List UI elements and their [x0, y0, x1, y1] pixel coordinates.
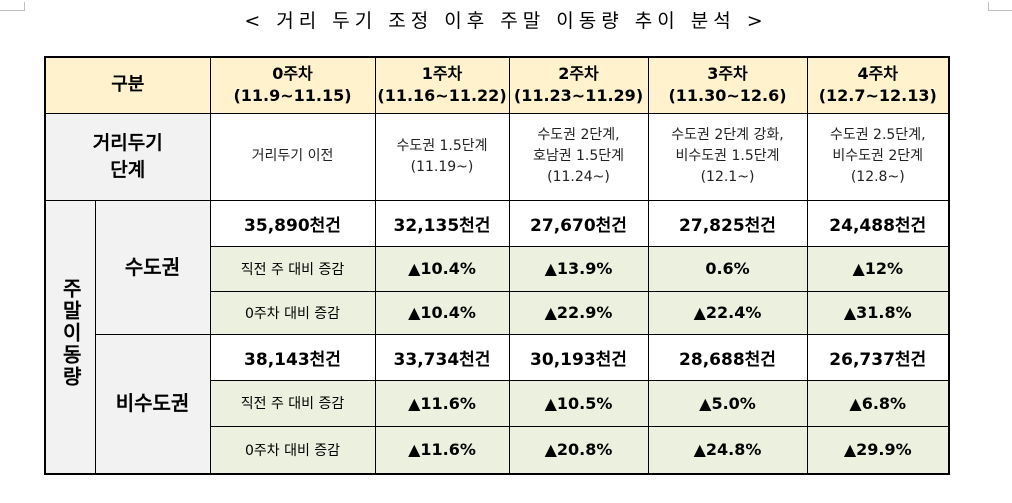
week-range: (11.23~11.29)	[513, 86, 644, 106]
week-range: (11.9~11.15)	[233, 86, 352, 106]
header-week-0: 0주차 (11.9~11.15)	[209, 56, 376, 114]
capital-total-0: 35,890천건	[209, 199, 376, 247]
stage-row-label: 거리두기 단계	[44, 112, 211, 201]
stage-text: 수도권 2단계,	[537, 127, 620, 143]
stage-text: 수도권 2.5단계,	[829, 127, 926, 143]
stage-text-2: 호남권 1.5단계	[532, 148, 625, 164]
corner-crop-mark-left	[0, 2, 25, 11]
noncapital-prev-2: ▲10.5%	[508, 379, 649, 427]
mobility-table: 구분 0주차 (11.9~11.15) 1주차 (11.16~11.22) 2주…	[44, 56, 950, 475]
capital-base-2: ▲22.9%	[508, 290, 649, 335]
noncapital-total-3: 28,688천건	[647, 333, 808, 381]
capital-base-label: 0주차 대비 증감	[209, 290, 376, 335]
stage-date: (12.1~)	[700, 169, 755, 185]
capital-prev-1: ▲10.4%	[374, 245, 510, 292]
capital-prev-label: 직전 주 대비 증감	[209, 245, 376, 292]
capital-total-4: 24,488천건	[806, 199, 950, 247]
stage-text-2: 비수도권 2단계	[832, 148, 924, 164]
week-label: 1주차	[421, 64, 463, 84]
week-label: 3주차	[707, 64, 748, 84]
week-label: 2주차	[558, 64, 599, 84]
stage-cell-1: 수도권 1.5단계 (11.19~)	[374, 112, 510, 201]
capital-base-3: ▲22.4%	[647, 290, 808, 335]
header-gubun: 구분	[44, 56, 211, 114]
week-label: 0주차	[272, 64, 313, 84]
stage-text: 수도권 2단계 강화,	[671, 127, 784, 143]
week-label: 4주차	[857, 64, 899, 84]
capital-total-2: 27,670천건	[508, 199, 649, 247]
stage-date: (11.24~)	[547, 169, 610, 185]
stage-text-2: 비수도권 1.5단계	[675, 148, 780, 164]
stage-date: (12.8~)	[850, 169, 905, 185]
noncapital-prev-4: ▲6.8%	[806, 379, 950, 427]
stage-cell-0: 거리두기 이전	[209, 112, 376, 201]
noncapital-prev-label: 직전 주 대비 증감	[209, 379, 376, 427]
capital-total-1: 32,135천건	[374, 199, 510, 247]
capital-prev-2: ▲13.9%	[508, 245, 649, 292]
stage-label-line1: 거리두기	[92, 131, 163, 154]
noncapital-total-1: 33,734천건	[374, 333, 510, 381]
noncapital-prev-1: ▲11.6%	[374, 379, 510, 427]
capital-prev-3: 0.6%	[647, 245, 808, 292]
stage-cell-3: 수도권 2단계 강화, 비수도권 1.5단계 (12.1~)	[647, 112, 808, 201]
capital-base-4: ▲31.8%	[806, 290, 950, 335]
stage-text: 거리두기 이전	[251, 148, 334, 164]
stage-cell-2: 수도권 2단계, 호남권 1.5단계 (11.24~)	[508, 112, 649, 201]
week-range: (12.7~12.13)	[818, 86, 937, 106]
capital-total-3: 27,825천건	[647, 199, 808, 247]
region-noncapital: 비수도권	[94, 333, 211, 475]
week-range: (11.30~12.6)	[668, 86, 787, 106]
header-week-3: 3주차 (11.30~12.6)	[647, 56, 808, 114]
capital-base-1: ▲10.4%	[374, 290, 510, 335]
stage-label-line2: 단계	[110, 158, 146, 181]
noncapital-base-2: ▲20.8%	[508, 425, 649, 475]
noncapital-base-3: ▲24.8%	[647, 425, 808, 475]
noncapital-base-4: ▲29.9%	[806, 425, 950, 475]
noncapital-total-0: 38,143천건	[209, 333, 376, 381]
noncapital-prev-3: ▲5.0%	[647, 379, 808, 427]
noncapital-base-label: 0주차 대비 증감	[209, 425, 376, 475]
corner-crop-mark-right	[988, 2, 1012, 11]
region-capital: 수도권	[94, 199, 211, 335]
stage-text: 수도권 1.5단계	[396, 137, 488, 154]
group-weekend-mobility: 주말이동량	[44, 199, 96, 475]
stage-date: (11.19~)	[410, 158, 474, 175]
noncapital-base-1: ▲11.6%	[374, 425, 510, 475]
header-week-2: 2주차 (11.23~11.29)	[508, 56, 649, 114]
table-title: < 거리 두기 조정 이후 주말 이동량 추이 분석 >	[244, 10, 768, 32]
noncapital-total-2: 30,193천건	[508, 333, 649, 381]
noncapital-total-4: 26,737천건	[806, 333, 950, 381]
capital-prev-4: ▲12%	[806, 245, 950, 292]
group-label: 주말이동량	[58, 278, 83, 389]
stage-cell-4: 수도권 2.5단계, 비수도권 2단계 (12.8~)	[806, 112, 950, 201]
header-week-4: 4주차 (12.7~12.13)	[806, 56, 950, 114]
week-range: (11.16~11.22)	[377, 86, 507, 106]
header-week-1: 1주차 (11.16~11.22)	[374, 56, 510, 114]
